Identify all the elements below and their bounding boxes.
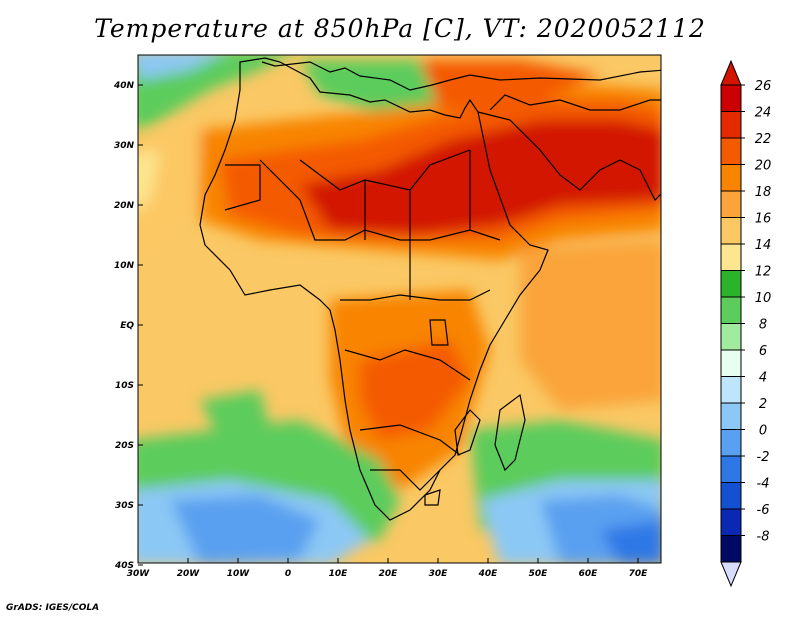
colorbar-label: 2 <box>759 397 767 412</box>
colorbar-swatch <box>720 84 742 112</box>
colorbar-top-arrow <box>720 59 742 86</box>
colorbar-swatch <box>720 190 742 218</box>
lat-tick-label: 20S <box>115 441 134 451</box>
lat-tick-label: 40N <box>113 81 135 91</box>
colorbar-label: -8 <box>757 530 770 545</box>
colorbar-swatch <box>720 243 742 271</box>
temperature-field <box>138 55 661 563</box>
lon-tick-label: 60E <box>579 569 599 579</box>
latitude-axis: 40N 30N 20N 10N EQ 10S 20S 30S 40S <box>113 81 143 571</box>
lon-tick-label: 40E <box>478 569 499 579</box>
colorbar-swatch <box>720 270 742 298</box>
colorbar-swatch <box>720 535 742 563</box>
colorbar-swatch <box>720 402 742 430</box>
lat-tick-label: 20N <box>114 201 135 211</box>
colorbar-swatch <box>720 429 742 457</box>
colorbar-label: 22 <box>755 132 772 147</box>
colorbar-bottom-arrow <box>720 561 742 588</box>
colorbar-swatch <box>720 164 742 192</box>
colorbar-label: 10 <box>755 291 772 306</box>
colorbar-swatch <box>720 508 742 536</box>
coastlines <box>199 57 661 521</box>
colorbar-label: 6 <box>759 344 767 359</box>
colorbar-swatch <box>720 137 742 165</box>
lon-tick-label: 70E <box>629 569 649 579</box>
lon-tick-label: 30W <box>127 569 151 579</box>
lon-tick-label: 10E <box>329 569 349 579</box>
lat-tick-label: 40S <box>114 561 134 571</box>
lat-tick-label: 10N <box>114 261 135 271</box>
colorbar-label: 16 <box>755 212 772 227</box>
lon-tick-label: 0 <box>285 569 291 579</box>
lon-tick-label: 10W <box>227 569 251 579</box>
colorbar-label: 4 <box>759 371 767 386</box>
colorbar-label: 12 <box>755 265 772 280</box>
lon-tick-label: 50E <box>529 569 549 579</box>
lat-tick-label: 30N <box>114 141 135 151</box>
colorbar-label: -4 <box>757 477 770 492</box>
colorbar-label: 18 <box>755 185 772 200</box>
colorbar-swatch <box>720 111 742 139</box>
colorbar-label: -6 <box>757 503 770 518</box>
grads-credit: GrADS: IGES/COLA <box>6 603 100 613</box>
map-title: Temperature at 850hPa [C], VT: 202005211… <box>94 14 706 43</box>
colorbar-swatch <box>720 296 742 324</box>
colorbar-label: 24 <box>755 106 772 121</box>
lat-tick-label: 10S <box>115 381 134 391</box>
colorbar-swatch <box>720 455 742 483</box>
colorbar-swatch <box>720 482 742 510</box>
longitude-axis: 30W 20W 10W 0 10E 20E 30E 40E 50E 60E 70E <box>127 558 648 579</box>
colorbar-label: -2 <box>757 450 770 465</box>
lat-tick-label: EQ <box>120 321 134 331</box>
lon-tick-label: 20W <box>177 569 201 579</box>
lon-tick-label: 30E <box>429 569 449 579</box>
colorbar-swatch <box>720 217 742 245</box>
colorbar-label: 14 <box>755 238 772 253</box>
colorbar-label: 0 <box>759 424 767 439</box>
plot-frame <box>137 54 662 564</box>
colorbar-label: 26 <box>755 79 772 94</box>
colorbar-label: 8 <box>759 318 767 333</box>
colorbar-label: 20 <box>755 159 772 174</box>
colorbar-swatch <box>720 376 742 404</box>
lat-tick-label: 30S <box>115 501 134 511</box>
colorbar-swatch <box>720 323 742 351</box>
colorbar-swatch <box>720 349 742 377</box>
lon-tick-label: 20E <box>379 569 399 579</box>
